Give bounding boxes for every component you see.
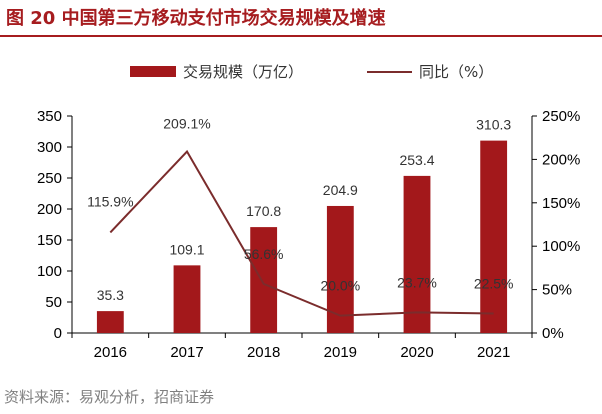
left-tick-label: 200	[37, 201, 62, 218]
left-tick-label: 150	[37, 232, 62, 249]
left-tick-label: 0	[54, 325, 62, 342]
bar	[326, 205, 354, 333]
bar	[96, 311, 124, 333]
bar-series	[96, 140, 508, 333]
bar	[173, 265, 201, 333]
left-tick-label: 100	[37, 263, 62, 280]
left-tick-label: 50	[45, 294, 62, 311]
line-value-label: 209.1%	[163, 116, 210, 132]
bar	[250, 227, 278, 333]
line-value-label: 20.0%	[320, 278, 360, 294]
legend-bar-swatch	[130, 66, 176, 77]
right-tick-label: 50%	[542, 282, 572, 299]
bar-value-label: 253.4	[399, 152, 434, 168]
bar	[403, 175, 431, 333]
line-value-label: 115.9%	[87, 193, 133, 209]
left-tick-label: 300	[37, 139, 62, 156]
line-series	[109, 149, 494, 317]
axes: 0 50 100 150 200 250 300 350 0% 50% 100% 150% 200% 25…	[37, 108, 580, 361]
right-tick-label: 150%	[542, 195, 580, 212]
right-tick-label: 250%	[542, 108, 580, 125]
right-tick-label: 0%	[542, 325, 564, 342]
right-tick-label: 100%	[542, 238, 580, 255]
bar-value-label: 35.3	[97, 287, 124, 303]
data-labels: 35.3 109.1 170.8 204.9 253.4 310.3 115.9% 209.1…	[87, 116, 513, 304]
bar-value-label: 310.3	[476, 117, 511, 133]
line-value-label: 22.5%	[474, 275, 514, 291]
bar	[480, 140, 508, 333]
title-underline	[0, 35, 602, 37]
right-tick-label: 200%	[542, 151, 580, 168]
x-tick-label: 2019	[324, 344, 357, 361]
legend-line-label: 同比（%）	[419, 63, 493, 81]
growth-line	[109, 149, 494, 317]
x-tick-label: 2016	[94, 344, 127, 361]
bar-value-label: 109.1	[169, 241, 204, 257]
figure-title: 图 20 中国第三方移动支付市场交易规模及增速	[6, 8, 386, 29]
source-note: 资料来源：易观分析，招商证券	[4, 388, 215, 406]
x-tick-label: 2021	[477, 344, 510, 361]
bar-value-label: 204.9	[323, 182, 358, 198]
legend: 交易规模（万亿） 同比（%）	[130, 63, 493, 81]
bar-value-label: 170.8	[246, 203, 281, 219]
x-tick-label: 2017	[170, 344, 203, 361]
legend-bar-label: 交易规模（万亿）	[183, 63, 303, 81]
left-tick-label: 350	[37, 108, 62, 125]
x-tick-label: 2018	[247, 344, 280, 361]
left-tick-label: 250	[37, 170, 62, 187]
x-tick-label: 2020	[400, 344, 433, 361]
line-value-label: 23.7%	[397, 274, 437, 290]
line-value-label: 56.6%	[244, 246, 284, 262]
